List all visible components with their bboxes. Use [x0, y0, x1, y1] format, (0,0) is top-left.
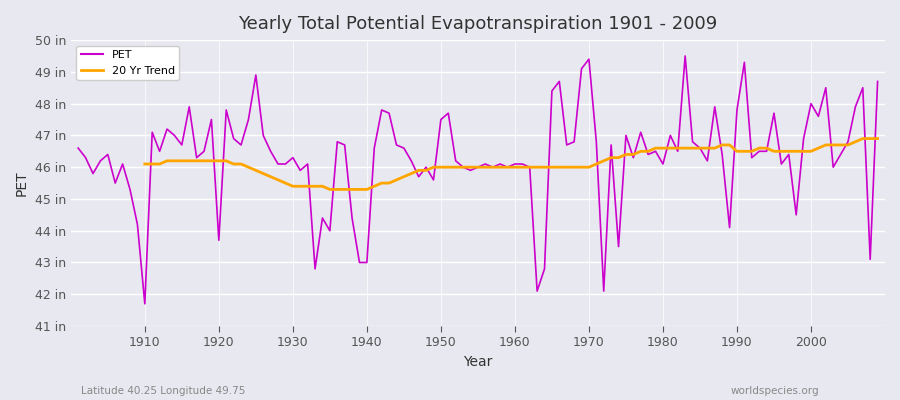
Text: Latitude 40.25 Longitude 49.75: Latitude 40.25 Longitude 49.75: [81, 386, 246, 396]
Y-axis label: PET: PET: [15, 170, 29, 196]
Legend: PET, 20 Yr Trend: PET, 20 Yr Trend: [76, 46, 179, 80]
X-axis label: Year: Year: [464, 355, 492, 369]
Title: Yearly Total Potential Evapotranspiration 1901 - 2009: Yearly Total Potential Evapotranspiratio…: [238, 15, 717, 33]
Text: worldspecies.org: worldspecies.org: [731, 386, 819, 396]
